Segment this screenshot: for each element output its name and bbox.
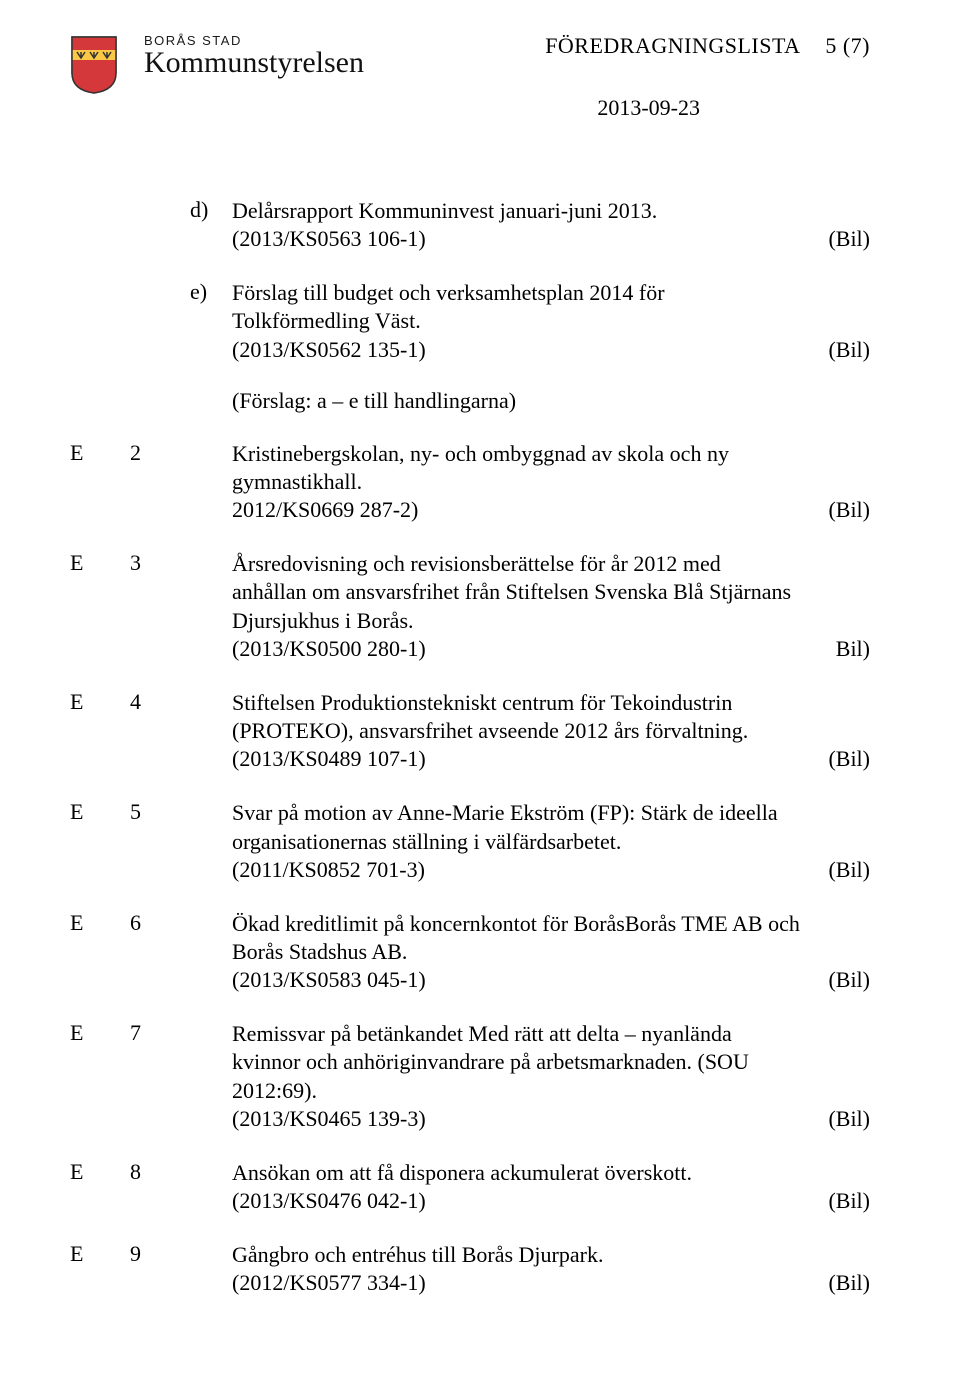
col-body: Gångbro och entréhus till Borås Djurpark…: [232, 1241, 870, 1297]
item-text: Ansökan om att få disponera ackumulerat …: [232, 1159, 870, 1187]
logo-area: BORÅS STAD Kommunstyrelsen: [70, 35, 364, 100]
header: BORÅS STAD Kommunstyrelsen FÖREDRAGNINGS…: [70, 35, 870, 165]
content: d) Delårsrapport Kommuninvest januari-ju…: [70, 197, 870, 1298]
col-e: E: [70, 440, 130, 466]
col-n: 6: [130, 910, 190, 936]
subitem-d: d) Delårsrapport Kommuninvest januari-ju…: [70, 197, 870, 253]
col-n: 3: [130, 550, 190, 576]
col-e: E: [70, 1020, 130, 1046]
item-ref: (2011/KS0852 701-3): [232, 857, 425, 882]
item-ref: (2013/KS0562 135-1): [232, 337, 426, 362]
item-text: Stiftelsen Produktionstekniskt centrum f…: [232, 689, 870, 745]
col-e: E: [70, 799, 130, 825]
item-text: Årsredovisning och revisionsberättelse f…: [232, 550, 870, 634]
agenda-item-5: E 5 Svar på motion av Anne-Marie Ekström…: [70, 799, 870, 883]
agenda-item-4: E 4 Stiftelsen Produktionstekniskt centr…: [70, 689, 870, 773]
item-ref: 2012/KS0669 287-2): [232, 497, 418, 522]
item-text: Förslag till budget och verksamhetsplan …: [232, 279, 870, 335]
item-bil: (Bil): [828, 1187, 870, 1215]
col-body: Delårsrapport Kommuninvest januari-juni …: [232, 197, 870, 253]
item-ref: (2013/KS0563 106-1): [232, 226, 426, 251]
agenda-item-2: E 2 Kristinebergskolan, ny- och ombyggna…: [70, 440, 870, 524]
brand-column: BORÅS STAD Kommunstyrelsen: [144, 33, 364, 80]
middle-note: (Förslag: a – e till handlingarna): [232, 388, 870, 414]
brand-big: Kommunstyrelsen: [144, 46, 364, 80]
col-body: Kristinebergskolan, ny- och ombyggnad av…: [232, 440, 870, 524]
doc-date: 2013-09-23: [597, 95, 700, 121]
item-text: Kristinebergskolan, ny- och ombyggnad av…: [232, 440, 870, 496]
col-n: 9: [130, 1241, 190, 1267]
agenda-item-7: E 7 Remissvar på betänkandet Med rätt at…: [70, 1020, 870, 1133]
col-n: 7: [130, 1020, 190, 1046]
item-ref: (2013/KS0583 045-1): [232, 967, 426, 992]
col-body: Ansökan om att få disponera ackumulerat …: [232, 1159, 870, 1215]
item-bil: (Bil): [828, 856, 870, 884]
col-body: Årsredovisning och revisionsberättelse f…: [232, 550, 870, 663]
col-e: E: [70, 1159, 130, 1185]
col-body: Remissvar på betänkandet Med rätt att de…: [232, 1020, 870, 1133]
item-bil: (Bil): [828, 225, 870, 253]
item-bil: (Bil): [828, 1269, 870, 1297]
col-e: E: [70, 689, 130, 715]
item-bil: (Bil): [828, 745, 870, 773]
item-ref: (2013/KS0476 042-1): [232, 1188, 426, 1213]
agenda-item-8: E 8 Ansökan om att få disponera ackumule…: [70, 1159, 870, 1215]
col-e: E: [70, 1241, 130, 1267]
agenda-item-3: E 3 Årsredovisning och revisionsberättel…: [70, 550, 870, 663]
subitem-e: e) Förslag till budget och verksamhetspl…: [70, 279, 870, 363]
col-e: E: [70, 550, 130, 576]
col-n: 2: [130, 440, 190, 466]
agenda-item-6: E 6 Ökad kreditlimit på koncernkontot fö…: [70, 910, 870, 994]
item-ref: (2013/KS0465 139-3): [232, 1106, 426, 1131]
col-body: Förslag till budget och verksamhetsplan …: [232, 279, 870, 363]
col-e: E: [70, 910, 130, 936]
item-bil: (Bil): [828, 496, 870, 524]
col-letter: e): [190, 279, 232, 305]
item-bil: (Bil): [828, 336, 870, 364]
shield-icon: [70, 35, 118, 100]
col-body: Svar på motion av Anne-Marie Ekström (FP…: [232, 799, 870, 883]
col-letter: d): [190, 197, 232, 223]
item-bil: (Bil): [828, 966, 870, 994]
col-n: 4: [130, 689, 190, 715]
item-text: Delårsrapport Kommuninvest januari-juni …: [232, 197, 870, 225]
col-n: 8: [130, 1159, 190, 1185]
col-body: Stiftelsen Produktionstekniskt centrum f…: [232, 689, 870, 773]
item-ref: (2012/KS0577 334-1): [232, 1270, 426, 1295]
col-n: 5: [130, 799, 190, 825]
item-text: Gångbro och entréhus till Borås Djurpark…: [232, 1241, 870, 1269]
doc-title: FÖREDRAGNINGSLISTA 5 (7): [545, 33, 870, 59]
doc-title-text: FÖREDRAGNINGSLISTA: [545, 33, 799, 58]
agenda-item-9: E 9 Gångbro och entréhus till Borås Djur…: [70, 1241, 870, 1297]
page-number: 5 (7): [825, 33, 870, 58]
page: BORÅS STAD Kommunstyrelsen FÖREDRAGNINGS…: [0, 0, 960, 1348]
item-ref: (2013/KS0489 107-1): [232, 746, 426, 771]
item-bil: Bil): [836, 635, 870, 663]
item-bil: (Bil): [828, 1105, 870, 1133]
item-text: Ökad kreditlimit på koncernkontot för Bo…: [232, 910, 870, 966]
item-text: Svar på motion av Anne-Marie Ekström (FP…: [232, 799, 870, 855]
item-text: Remissvar på betänkandet Med rätt att de…: [232, 1020, 870, 1104]
item-ref: (2013/KS0500 280-1): [232, 636, 426, 661]
col-body: Ökad kreditlimit på koncernkontot för Bo…: [232, 910, 870, 994]
